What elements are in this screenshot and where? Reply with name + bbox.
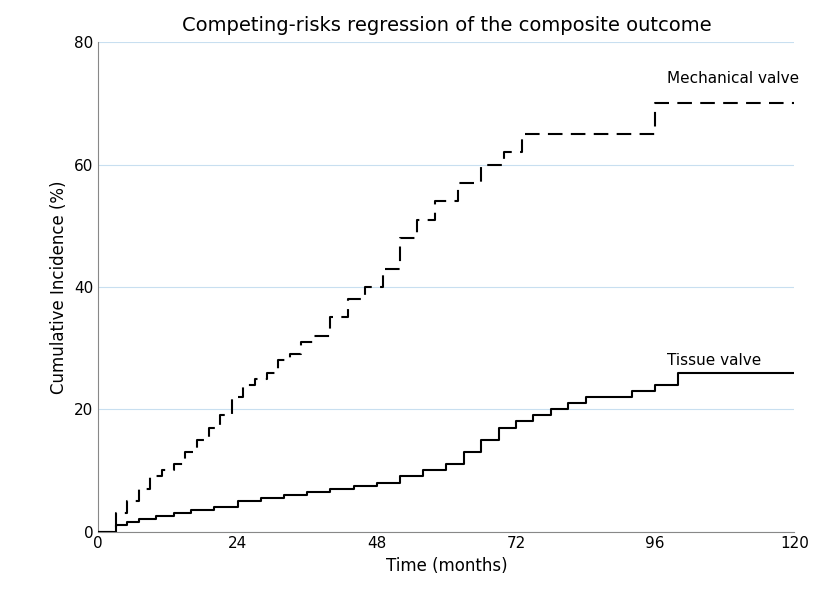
Text: Mechanical valve: Mechanical valve (667, 71, 799, 86)
Title: Competing-risks regression of the composite outcome: Competing-risks regression of the compos… (182, 16, 711, 35)
X-axis label: Time (months): Time (months) (386, 557, 507, 575)
Y-axis label: Cumulative Incidence (%): Cumulative Incidence (%) (51, 180, 69, 394)
Text: Tissue valve: Tissue valve (667, 353, 761, 368)
